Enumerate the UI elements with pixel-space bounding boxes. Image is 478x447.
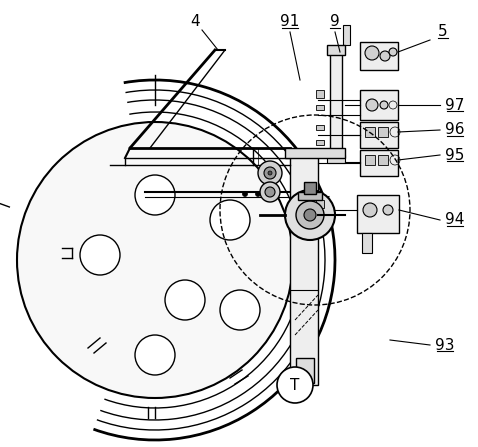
- Bar: [296, 358, 314, 383]
- Bar: [304, 182, 316, 194]
- Circle shape: [256, 191, 261, 197]
- Circle shape: [264, 167, 276, 179]
- Circle shape: [277, 367, 313, 403]
- Circle shape: [365, 46, 379, 60]
- Text: 5: 5: [438, 25, 448, 39]
- Bar: [316, 90, 324, 98]
- Bar: [290, 155, 318, 385]
- Bar: [360, 90, 398, 120]
- Text: T: T: [290, 378, 300, 392]
- Circle shape: [135, 175, 175, 215]
- Bar: [357, 195, 399, 233]
- Bar: [285, 148, 345, 158]
- Bar: [300, 380, 310, 392]
- Bar: [360, 122, 398, 148]
- Circle shape: [260, 182, 280, 202]
- Circle shape: [380, 101, 388, 109]
- Bar: [365, 127, 375, 137]
- Circle shape: [389, 48, 397, 56]
- Circle shape: [258, 161, 282, 185]
- Circle shape: [80, 235, 120, 275]
- Circle shape: [366, 99, 378, 111]
- Bar: [360, 42, 398, 70]
- Bar: [316, 140, 324, 145]
- Bar: [378, 127, 388, 137]
- Bar: [316, 105, 324, 110]
- Bar: [298, 192, 322, 200]
- Circle shape: [220, 290, 260, 330]
- Text: 95: 95: [445, 148, 465, 163]
- Bar: [360, 150, 398, 176]
- Circle shape: [242, 191, 248, 197]
- Circle shape: [268, 171, 272, 175]
- Bar: [327, 155, 345, 163]
- Text: 4: 4: [190, 14, 200, 30]
- Circle shape: [285, 190, 335, 240]
- Circle shape: [210, 200, 250, 240]
- Circle shape: [135, 335, 175, 375]
- Bar: [316, 200, 324, 208]
- Circle shape: [304, 209, 316, 221]
- Bar: [327, 45, 345, 55]
- Text: 93: 93: [435, 337, 455, 353]
- Bar: [343, 25, 350, 45]
- Circle shape: [17, 122, 293, 398]
- Text: 94: 94: [445, 212, 465, 228]
- Text: 96: 96: [445, 122, 465, 138]
- Circle shape: [165, 280, 205, 320]
- Bar: [362, 233, 372, 253]
- Bar: [316, 125, 324, 130]
- Text: 91: 91: [280, 14, 300, 30]
- Bar: [378, 155, 388, 165]
- Text: 97: 97: [445, 97, 465, 113]
- Bar: [330, 52, 342, 157]
- Circle shape: [380, 51, 390, 61]
- Circle shape: [363, 203, 377, 217]
- Circle shape: [296, 201, 324, 229]
- Circle shape: [265, 187, 275, 197]
- Circle shape: [383, 205, 393, 215]
- Text: 9: 9: [330, 14, 340, 30]
- Bar: [365, 155, 375, 165]
